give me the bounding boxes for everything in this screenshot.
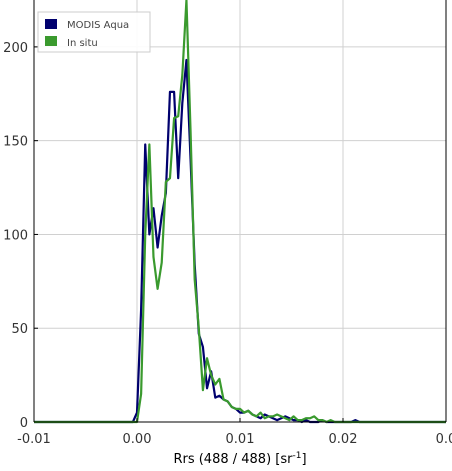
x-axis-label-superscript: -1 xyxy=(292,451,301,461)
x-tick-label-4: 0.0 xyxy=(436,432,452,447)
x-tick-label-2: 0.01 xyxy=(226,432,255,447)
x-axis-label: Rrs (488 / 488) [sr-1] xyxy=(173,451,306,467)
y-tick-label-2: 100 xyxy=(3,228,28,243)
y-tick-label-3: 150 xyxy=(3,135,28,150)
axis-ticks: -0.010.000.010.020.0050100150200 xyxy=(3,41,452,447)
legend-label-in-situ: In situ xyxy=(67,38,98,49)
x-tick-label-0: -0.01 xyxy=(17,432,51,447)
legend-label-modis-aqua: MODIS Aqua xyxy=(67,20,129,31)
legend-swatch-modis-aqua xyxy=(45,19,57,29)
grid-lines xyxy=(33,0,447,423)
x-axis-label-main: Rrs (488 / 488) [sr xyxy=(173,452,293,467)
x-tick-label-3: 0.02 xyxy=(329,432,358,447)
x-axis-label-close: ] xyxy=(301,452,306,467)
y-tick-label-1: 50 xyxy=(11,322,28,337)
legend: MODIS Aqua In situ xyxy=(37,11,151,53)
y-tick-label-4: 200 xyxy=(3,41,28,56)
legend-swatch-in-situ xyxy=(45,36,57,46)
x-tick-label-1: 0.00 xyxy=(123,432,152,447)
y-tick-label-0: 0 xyxy=(20,416,28,431)
